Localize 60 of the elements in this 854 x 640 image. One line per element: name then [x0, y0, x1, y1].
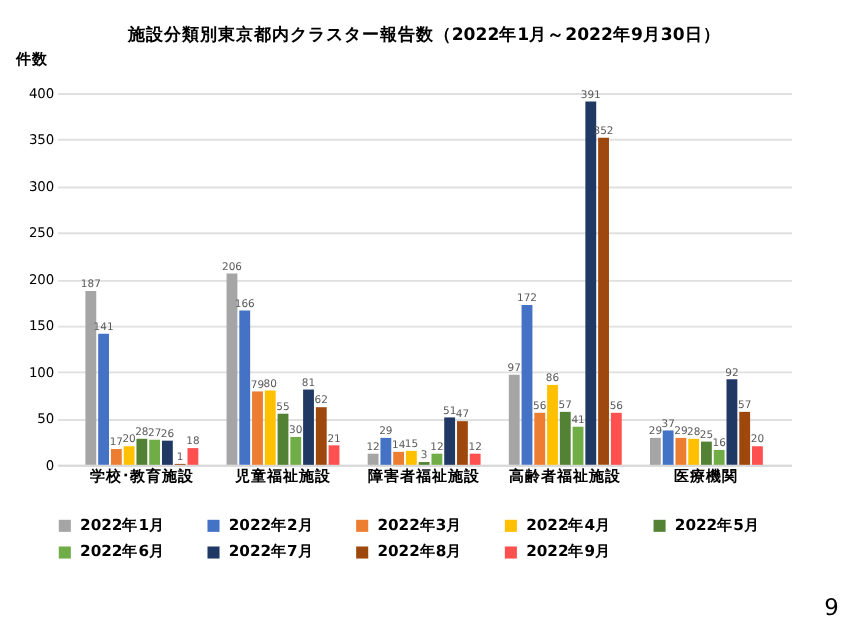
bar — [226, 273, 238, 465]
bar — [315, 407, 327, 465]
legend-label: 2022年6月 — [80, 542, 166, 561]
bar — [713, 449, 725, 465]
bar — [598, 137, 609, 465]
bar — [469, 453, 481, 465]
bar — [380, 437, 392, 465]
x-tick-label: 学校･教育施設 — [89, 465, 196, 486]
bar — [187, 448, 199, 465]
bar — [610, 412, 622, 465]
bar — [521, 304, 533, 465]
bar — [444, 417, 456, 465]
legend-label: 2022年9月 — [526, 542, 612, 561]
bar — [649, 437, 661, 465]
text: 9 — [824, 593, 839, 622]
bar — [239, 310, 251, 465]
bar — [534, 412, 546, 465]
bar — [110, 449, 122, 465]
legend-label: 2022年1月 — [80, 515, 166, 534]
legend-label: 2022年2月 — [228, 515, 314, 534]
bar — [675, 437, 687, 465]
bar — [98, 333, 110, 465]
bar — [161, 440, 173, 465]
bar — [700, 441, 712, 465]
bar — [264, 390, 276, 465]
bar — [136, 438, 148, 465]
bar — [739, 411, 751, 465]
bar — [252, 391, 263, 465]
bar — [85, 291, 97, 465]
bar — [290, 436, 302, 465]
legend-label: 2022年8月 — [377, 542, 463, 561]
bar — [123, 446, 135, 465]
bar — [367, 453, 379, 465]
bar — [456, 421, 468, 465]
bar — [752, 446, 763, 465]
bar — [508, 374, 520, 465]
bar — [431, 453, 443, 465]
x-tick-label: 児童福祉施設 — [233, 465, 333, 486]
bar — [405, 450, 417, 465]
bar — [688, 438, 700, 465]
bar — [328, 445, 340, 465]
x-tick-label: 障害者福祉施設 — [368, 465, 483, 486]
legend-label: 2022年3月 — [377, 515, 463, 534]
bar — [149, 439, 161, 465]
legend-label: 2022年7月 — [228, 542, 314, 561]
bar — [726, 379, 738, 465]
bar — [303, 389, 314, 465]
bar — [662, 430, 674, 465]
bar — [572, 426, 584, 465]
bar — [547, 384, 558, 465]
y-axis-title: 件数 — [14, 49, 51, 68]
x-tick-label: 高齢者福祉施設 — [509, 465, 624, 486]
legend-label: 2022年4月 — [526, 515, 612, 534]
legend-label: 2022年5月 — [674, 515, 760, 534]
bar — [393, 451, 405, 465]
bar — [277, 413, 289, 465]
x-tick-label: 医療機関 — [674, 467, 739, 486]
bar — [559, 411, 571, 465]
chart-title: 施設分類別東京都内クラスター報告数（2022年1月～2022年9月30日） — [125, 23, 721, 46]
bar — [585, 101, 597, 465]
